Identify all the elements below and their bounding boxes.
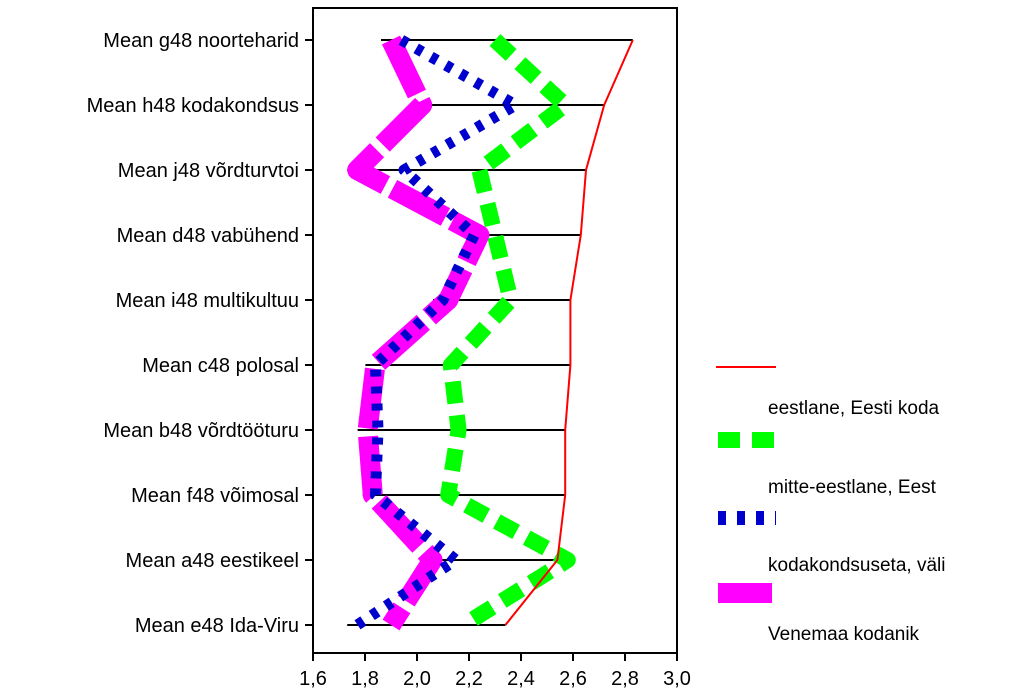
legend-item-magenta <box>716 579 776 612</box>
x-tick-label: 2,8 <box>611 668 639 690</box>
legend-label-3: kodakondsuseta, väli <box>768 555 946 576</box>
series-line-dot <box>354 35 522 630</box>
legend-item-blue <box>716 506 776 535</box>
x-tick-label: 1,8 <box>351 668 379 690</box>
x-tick-label: 2,2 <box>455 668 483 690</box>
category-label: Mean j48 võrdturvtoi <box>118 160 299 182</box>
category-label: Mean g48 noorteharid <box>103 30 299 52</box>
category-label: Mean c48 polosal <box>142 355 299 377</box>
category-label: Mean f48 võimosal <box>131 485 299 507</box>
x-tick-label: 2,6 <box>559 668 587 690</box>
category-label: Mean h48 kodakondsus <box>87 95 299 117</box>
category-label: Mean a48 eestikeel <box>126 550 299 572</box>
plot-frame <box>312 7 678 654</box>
series-line-thick-dash <box>347 35 490 631</box>
x-tick-label: 1,6 <box>299 668 327 690</box>
category-label: Mean d48 vabühend <box>117 225 299 247</box>
series-lines <box>347 34 634 632</box>
x-tick-label: 3,0 <box>663 668 691 690</box>
legend: eestlane, Eesti koda mitte-eestlane, Ees… <box>716 355 1016 685</box>
category-label: Mean b48 võrdtööturu <box>103 420 299 442</box>
x-tick-label: 2,0 <box>403 668 431 690</box>
category-labels: Mean g48 noorteharid Mean h48 kodakondsus… <box>87 30 313 637</box>
x-axis: 1,6 1,8 2,0 2,2 2,4 2,6 2,8 3,0 <box>299 653 691 690</box>
series-line-dash <box>440 34 576 632</box>
legend-label-1: eestlane, Eesti koda <box>768 398 940 419</box>
category-label: Mean e48 Ida-Viru <box>135 615 299 637</box>
category-label: Mean i48 multikultuu <box>116 290 299 312</box>
series-line-solid <box>504 39 634 626</box>
legend-label-2: mitte-eestlane, Eest <box>768 477 936 498</box>
legend-item-green <box>716 428 776 457</box>
x-tick-label: 2,4 <box>507 668 535 690</box>
legend-item-red <box>716 355 776 384</box>
legend-label-4: Venemaa kodanik <box>768 624 920 645</box>
